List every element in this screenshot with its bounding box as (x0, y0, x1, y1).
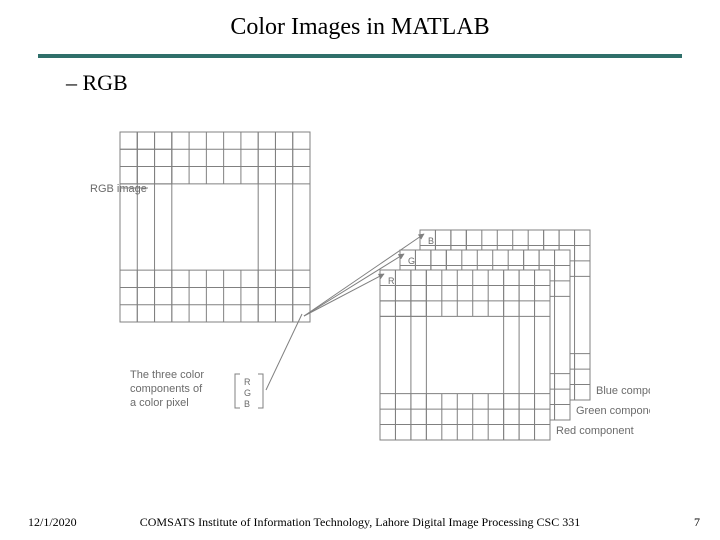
svg-text:RGB image: RGB image (90, 183, 147, 195)
svg-text:Red component: Red component (556, 425, 634, 437)
slide: Color Images in MATLAB – RGB RGB imageRG… (0, 0, 720, 540)
svg-text:B: B (428, 236, 434, 246)
svg-text:components of: components of (130, 383, 203, 395)
footer-page-number: 7 (694, 515, 700, 530)
svg-text:a color pixel: a color pixel (130, 397, 189, 409)
svg-text:Blue component: Blue component (596, 385, 650, 397)
slide-title: Color Images in MATLAB (0, 14, 720, 41)
bullet-dash: – (66, 70, 77, 95)
svg-text:G: G (244, 388, 251, 398)
footer-center: COMSATS Institute of Information Technol… (0, 515, 720, 530)
svg-text:The three color: The three color (130, 369, 204, 381)
svg-text:R: R (388, 276, 395, 286)
rgb-diagram: RGB imageRGBBlue componentGreen componen… (90, 120, 650, 500)
svg-text:Green component: Green component (576, 405, 650, 417)
title-rule (38, 54, 682, 58)
svg-text:B: B (244, 399, 250, 409)
svg-text:G: G (408, 256, 415, 266)
svg-text:R: R (244, 377, 251, 387)
bullet-rgb: – RGB (66, 70, 128, 96)
bullet-text: RGB (83, 70, 128, 95)
